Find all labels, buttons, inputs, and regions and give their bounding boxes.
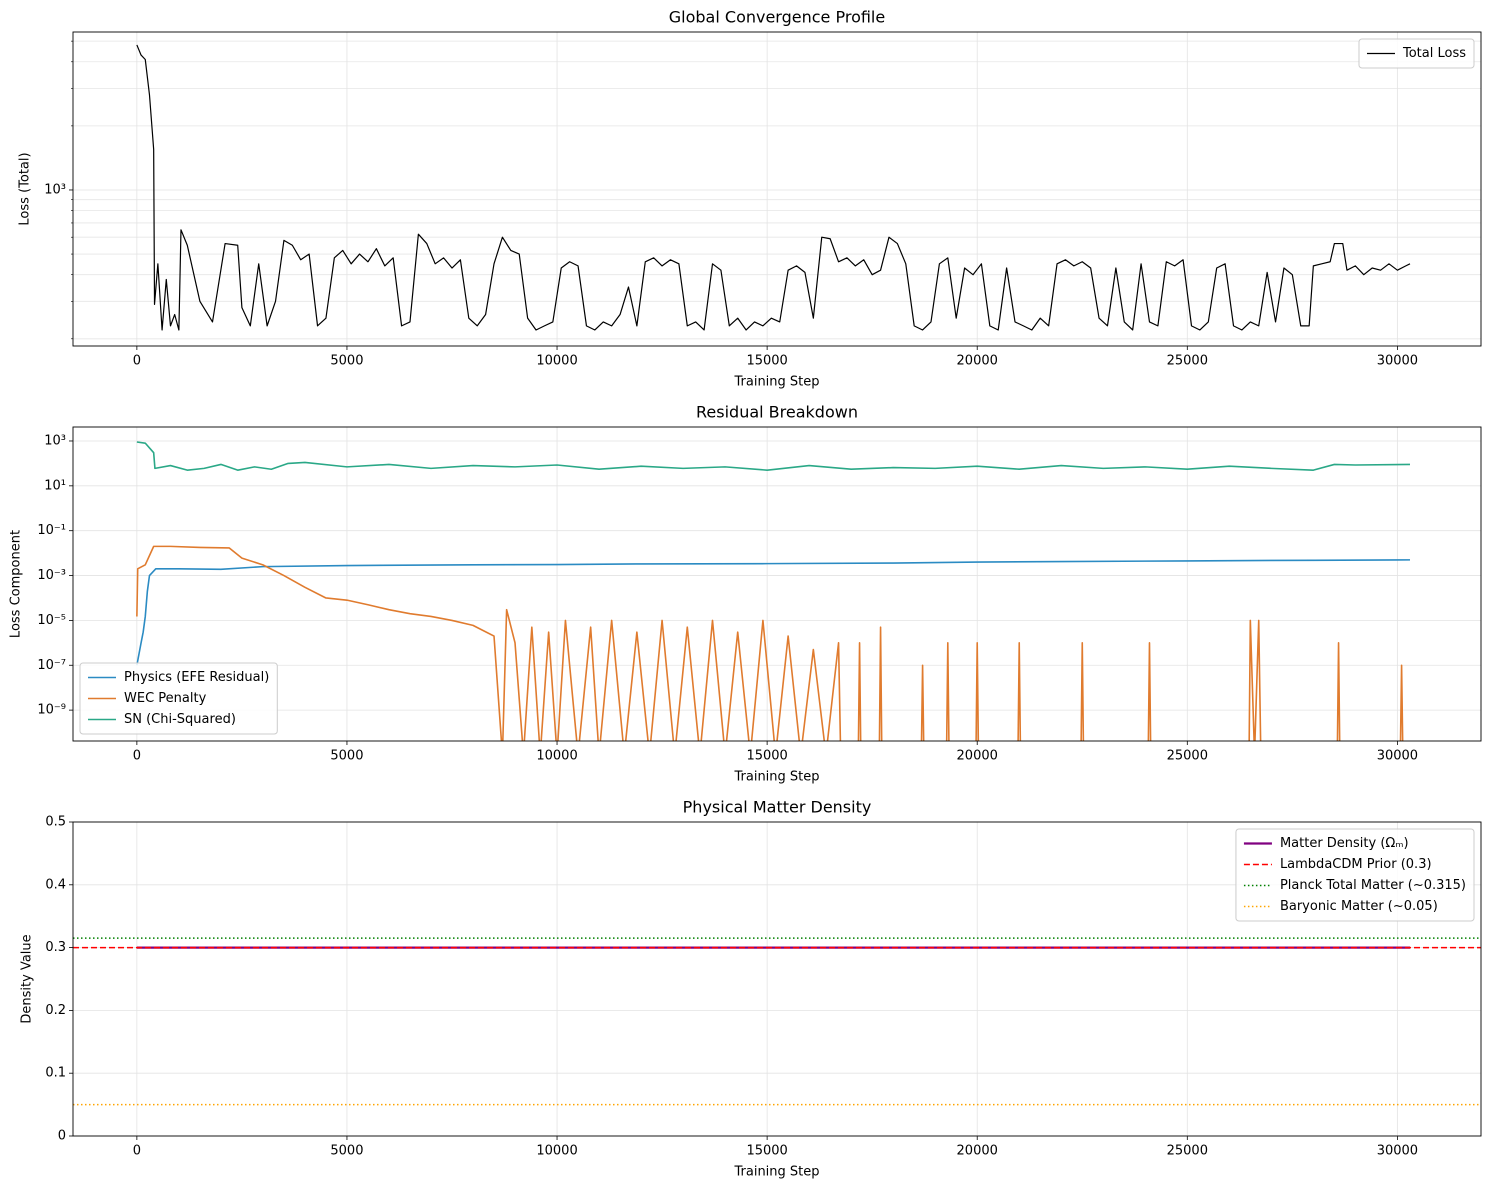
plot-area xyxy=(136,441,1410,741)
y-tick-label: 0.4 xyxy=(45,877,66,892)
x-tick-label: 25000 xyxy=(1167,749,1208,764)
x-tick-label: 10000 xyxy=(536,354,577,369)
legend: Total Loss xyxy=(1358,38,1475,69)
chart-title: Physical Matter Density xyxy=(683,798,872,817)
legend-label: SN (Chi-Squared) xyxy=(124,712,236,727)
x-tick-label: 15000 xyxy=(746,749,787,764)
legend-label: Baryonic Matter (~0.05) xyxy=(1280,899,1438,914)
legend-label: Planck Total Matter (~0.315) xyxy=(1280,878,1466,893)
x-tick-label: 10000 xyxy=(536,749,577,764)
x-axis-label: Training Step xyxy=(733,375,819,390)
legend-label: Physics (EFE Residual) xyxy=(124,670,269,685)
x-tick-label: 5000 xyxy=(330,354,363,369)
x-axis-label: Training Step xyxy=(733,770,819,785)
series-line xyxy=(136,441,1410,471)
legend-box xyxy=(79,662,278,735)
chart-title: Residual Breakdown xyxy=(696,403,858,422)
y-tick-label: 10³ xyxy=(44,433,66,448)
x-tick-label: 10000 xyxy=(536,1144,577,1159)
x-tick-label: 25000 xyxy=(1167,1144,1208,1159)
y-tick-label: 10³ xyxy=(44,182,66,197)
y-tick-label: 10⁻³ xyxy=(37,568,66,583)
series-line xyxy=(136,44,1411,331)
y-tick-label: 0.5 xyxy=(45,815,66,830)
legend-label: WEC Penalty xyxy=(124,691,207,706)
y-tick-label: 0.2 xyxy=(45,1003,66,1018)
x-tick-label: 20000 xyxy=(957,1144,998,1159)
x-tick-label: 15000 xyxy=(746,354,787,369)
legend-label: Total Loss xyxy=(1402,46,1466,61)
y-axis-label: Loss (Total) xyxy=(18,152,33,225)
series-line xyxy=(136,545,1404,741)
y-tick-label: 0 xyxy=(58,1129,66,1144)
plot-area xyxy=(73,937,1481,1106)
x-tick-label: 20000 xyxy=(957,749,998,764)
x-tick-label: 30000 xyxy=(1377,749,1418,764)
legend: Matter Density (Ωₘ) LambdaCDM Prior (0.3)… xyxy=(1235,828,1475,922)
x-tick-label: 30000 xyxy=(1377,354,1418,369)
x-tick-label: 30000 xyxy=(1377,1144,1418,1159)
y-tick-label: 10⁻⁵ xyxy=(37,613,66,628)
plot-area xyxy=(136,44,1411,331)
y-tick-label: 10⁻⁹ xyxy=(37,703,66,718)
legend-label: LambdaCDM Prior (0.3) xyxy=(1280,857,1432,872)
legend-label: Matter Density (Ωₘ) xyxy=(1280,836,1409,851)
subplot: Global Convergence Profile Training Step L… xyxy=(18,8,1482,390)
y-axis-label: Density Value xyxy=(20,934,35,1023)
subplot: Physical Matter Density Training Step Dens… xyxy=(20,798,1482,1180)
legend-box xyxy=(1358,38,1475,69)
y-tick-label: 10¹ xyxy=(44,478,66,493)
y-tick-label: 10⁻¹ xyxy=(37,523,66,538)
x-tick-label: 0 xyxy=(133,354,141,369)
x-axis-label: Training Step xyxy=(733,1165,819,1180)
subplot: Residual Breakdown Training Step Loss Comp… xyxy=(9,403,1482,785)
legend-box xyxy=(1235,828,1475,922)
axes-frame xyxy=(72,31,1482,347)
x-tick-label: 25000 xyxy=(1167,354,1208,369)
axes-frame xyxy=(72,426,1482,742)
x-tick-label: 0 xyxy=(133,749,141,764)
x-tick-label: 20000 xyxy=(957,354,998,369)
y-tick-label: 0.3 xyxy=(45,940,66,955)
series-line xyxy=(136,559,1410,666)
x-tick-label: 5000 xyxy=(330,749,363,764)
y-tick-label: 0.1 xyxy=(45,1066,66,1081)
x-tick-label: 5000 xyxy=(330,1144,363,1159)
legend: Physics (EFE Residual) WEC Penalty SN (Chi… xyxy=(79,662,278,735)
x-tick-label: 0 xyxy=(133,1144,141,1159)
axes-frame xyxy=(72,821,1482,1137)
y-axis-label: Loss Component xyxy=(9,530,24,638)
x-tick-label: 15000 xyxy=(746,1144,787,1159)
y-tick-label: 10⁻⁷ xyxy=(37,658,66,673)
chart-title: Global Convergence Profile xyxy=(669,8,885,27)
